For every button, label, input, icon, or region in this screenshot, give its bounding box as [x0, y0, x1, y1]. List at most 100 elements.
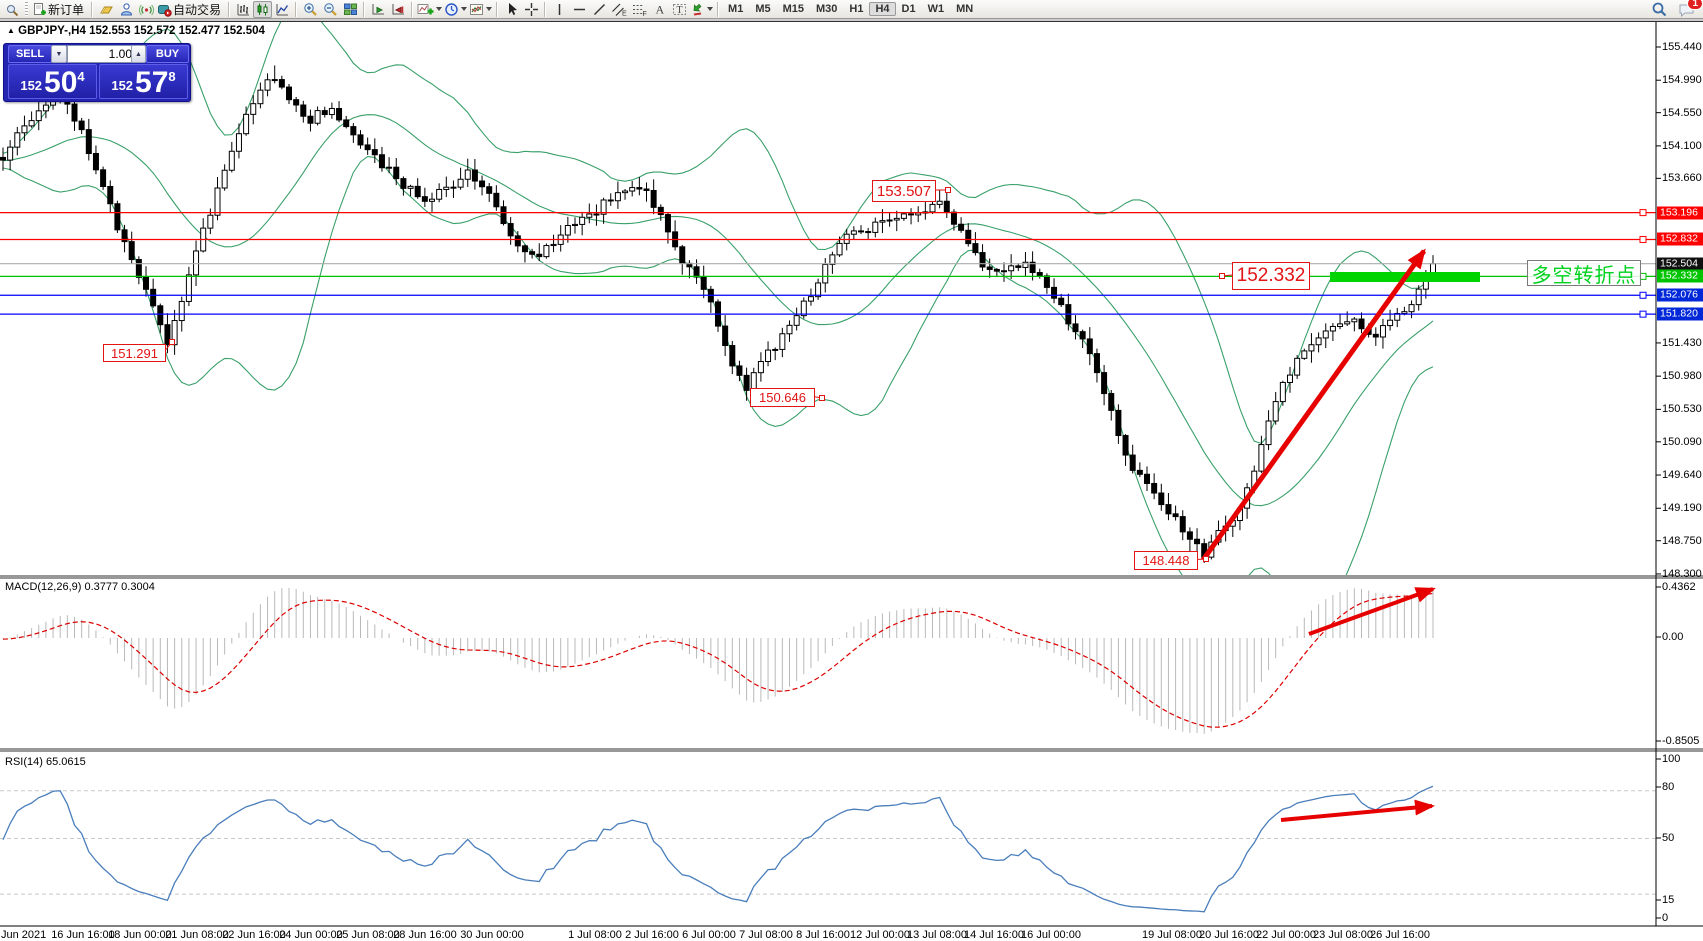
price-annotation[interactable]: 150.646 [750, 388, 815, 407]
tab-m30[interactable]: M30 [816, 3, 838, 15]
arrows-tool-button[interactable] [689, 1, 714, 18]
price-tick-label: 150.980 [1662, 370, 1702, 383]
time-label: 24 Jun 00:00 [279, 929, 343, 941]
buy-button[interactable]: BUY [146, 45, 189, 63]
trend-arrow-macd[interactable] [1308, 587, 1436, 636]
time-label: 28 Jun 16:00 [393, 929, 457, 941]
tab-h1[interactable]: H1 [849, 3, 864, 15]
templates-dropdown-icon [486, 7, 493, 11]
text-button[interactable]: A [649, 1, 669, 18]
new-order-label: 新订单 [48, 2, 85, 17]
line-anchor[interactable] [1639, 209, 1647, 217]
trendline-button[interactable] [589, 1, 609, 18]
time-label: 23 Jul 08:00 [1313, 929, 1373, 941]
chart-symbol-header: ▲ GBPJPY-,H4 152.553 152.572 152.477 152… [7, 25, 265, 37]
time-label: 30 Jun 00:00 [460, 929, 524, 941]
rsi-axis-label: 50 [1662, 832, 1675, 844]
sell-price-button[interactable]: 152 50 4 [8, 64, 97, 99]
periods-button[interactable] [443, 1, 468, 18]
time-label: 19 Jul 08:00 [1142, 929, 1202, 941]
styles-icon[interactable] [96, 1, 116, 18]
tab-d1[interactable]: D1 [901, 3, 916, 15]
time-label: 20 Jul 16:00 [1199, 929, 1259, 941]
symbol-ohlc-text: GBPJPY-,H4 152.553 152.572 152.477 152.5… [18, 25, 265, 37]
auto-scroll-button[interactable] [368, 1, 388, 18]
candles [0, 65, 1436, 564]
time-label: 2 Jul 16:00 [625, 929, 679, 941]
rsi-line [2, 785, 1434, 913]
bollinger-band [2, 114, 1434, 507]
time-label: 26 Jul 16:00 [1370, 929, 1430, 941]
lot-size-input[interactable] [67, 45, 136, 63]
candlestick-chart-button[interactable] [253, 0, 273, 18]
price-tick-label: 154.550 [1662, 106, 1702, 119]
bollinger-band [2, 22, 1434, 445]
tab-w1[interactable]: W1 [927, 3, 945, 15]
tab-h4[interactable]: H4 [869, 2, 896, 16]
price-annotation[interactable]: 148.448 [1134, 551, 1198, 570]
time-label: 8 Jul 16:00 [796, 929, 850, 941]
turning-point-label[interactable]: 多空转折点 [1527, 260, 1641, 287]
time-label: 21 Jun 08:00 [165, 929, 229, 941]
tile-windows-button[interactable] [340, 1, 360, 18]
bar-chart-button[interactable] [233, 1, 253, 18]
zoom-in-button[interactable] [300, 1, 320, 18]
fibonacci-button[interactable]: F [629, 1, 649, 18]
line-anchor[interactable] [1639, 291, 1647, 299]
autotrading-button[interactable]: 自动交易 [156, 1, 225, 18]
templates-button[interactable] [468, 1, 493, 18]
buy-price-small: 152 [111, 78, 134, 93]
equidistant-channel-button[interactable]: E [609, 1, 629, 18]
time-label: 18 Jun 00:00 [108, 929, 172, 941]
lot-decrease-button[interactable]: ▼ [51, 45, 67, 63]
line-anchor[interactable] [1639, 310, 1647, 318]
macd-axis-label: 0.00 [1662, 631, 1684, 643]
crosshair-button[interactable] [521, 1, 541, 18]
price-badge: 151.820 [1657, 307, 1703, 321]
time-label: 22 Jun 16:00 [222, 929, 286, 941]
collapse-arrow-icon[interactable]: ▲ [7, 26, 15, 35]
search-button[interactable] [1649, 1, 1669, 18]
time-label: 12 Jul 00:00 [850, 929, 910, 941]
top-toolbar: 新订单 自动交易 [0, 0, 1703, 19]
trend-arrow-rsi[interactable] [1280, 799, 1435, 822]
price-badge: 153.196 [1657, 206, 1703, 220]
zoom-out-button[interactable] [320, 1, 340, 18]
buy-price-button[interactable]: 152 57 8 [99, 64, 188, 99]
lot-increase-button[interactable]: ▲ [131, 45, 146, 63]
tab-m1[interactable]: M1 [728, 3, 744, 15]
autotrading-label: 自动交易 [173, 2, 222, 17]
chart-tools-icon[interactable] [2, 1, 22, 18]
community-profile-icon[interactable] [116, 1, 136, 18]
time-label: 16 Jul 00:00 [1021, 929, 1081, 941]
line-chart-button[interactable] [272, 1, 292, 18]
sell-button[interactable]: SELL [8, 45, 52, 63]
tab-m5[interactable]: M5 [755, 3, 771, 15]
price-tick-label: 149.640 [1662, 469, 1702, 482]
svg-text:F: F [643, 11, 647, 17]
price-tick-label: 154.100 [1662, 139, 1702, 152]
cursor-button[interactable] [501, 1, 521, 18]
chart-shift-button[interactable] [388, 1, 408, 18]
svg-text:A: A [655, 2, 664, 16]
horizontal-line-button[interactable] [569, 1, 589, 18]
line-anchor[interactable] [1639, 235, 1647, 243]
indicators-button[interactable] [416, 1, 443, 18]
signal-icon[interactable] [136, 1, 156, 18]
trend-arrow-main[interactable] [1200, 248, 1427, 562]
rsi-axis-label: 80 [1662, 781, 1675, 793]
svg-text:T: T [676, 5, 682, 16]
price-annotation[interactable]: 153.507 [872, 180, 936, 202]
time-label: 1 Jul 08:00 [568, 929, 622, 941]
tab-mn[interactable]: MN [956, 3, 974, 15]
vertical-line-button[interactable] [549, 1, 569, 18]
sell-price-small: 152 [20, 78, 43, 93]
tab-m15[interactable]: M15 [782, 3, 804, 15]
price-annotation[interactable]: 151.291 [103, 344, 166, 362]
buy-price-big: 57 [135, 66, 169, 99]
rsi-axis-label: 100 [1662, 753, 1681, 765]
new-order-button[interactable]: 新订单 [31, 1, 88, 18]
text-label-button[interactable]: T [669, 1, 689, 18]
price-annotation[interactable]: 152.332 [1232, 262, 1310, 290]
